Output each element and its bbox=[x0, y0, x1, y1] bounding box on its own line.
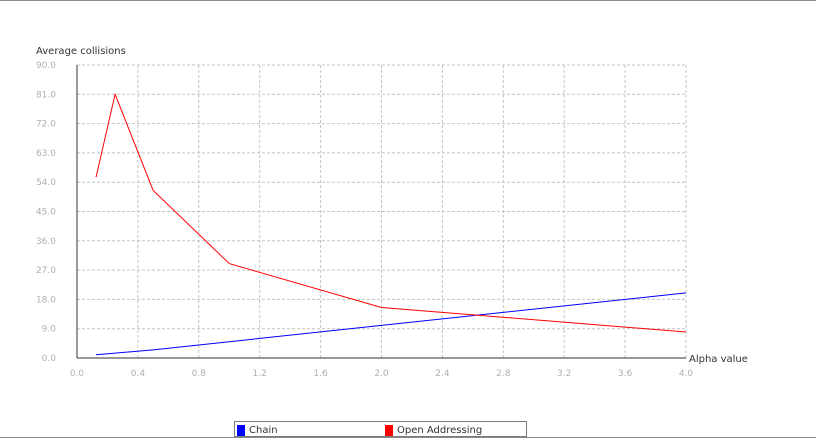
legend-swatch-chain bbox=[237, 424, 245, 436]
grid bbox=[77, 64, 687, 358]
x-tick-label: 2.0 bbox=[374, 369, 389, 379]
legend-label-open-addressing: Open Addressing bbox=[397, 424, 483, 436]
y-tick-label: 36.0 bbox=[36, 237, 56, 247]
y-tick-label: 81.0 bbox=[36, 90, 56, 100]
x-tick-label: 3.2 bbox=[557, 369, 571, 379]
y-tick-label: 9.0 bbox=[42, 325, 57, 335]
x-tick-label: 0.8 bbox=[192, 369, 207, 379]
y-tick-label: 45.0 bbox=[36, 208, 56, 218]
x-tick-label: 3.6 bbox=[618, 369, 633, 379]
y-tick-label: 72.0 bbox=[36, 120, 56, 130]
legend: Chain Open Addressing bbox=[234, 421, 527, 437]
x-tick-label: 1.2 bbox=[253, 369, 267, 379]
legend-swatch-open-addressing bbox=[385, 424, 393, 436]
legend-label-chain: Chain bbox=[249, 424, 278, 436]
x-tick-label: 0.4 bbox=[131, 369, 146, 379]
legend-item-chain: Chain bbox=[237, 424, 278, 436]
y-tick-label: 63.0 bbox=[36, 149, 56, 159]
x-tick-label: 2.8 bbox=[496, 369, 511, 379]
series-lines bbox=[95, 92, 687, 356]
y-tick-label: 27.0 bbox=[36, 266, 56, 276]
x-axis-title: Alpha value bbox=[689, 354, 748, 365]
x-tick-label: 2.4 bbox=[435, 369, 450, 379]
y-tick-label: 0.0 bbox=[42, 354, 57, 364]
tick-labels: 0.0 0.4 0.8 1.2 1.6 2.0 2.4 2.8 3.2 3.6 4.0 0.0 9.0 1… bbox=[36, 61, 693, 379]
y-tick-label: 90.0 bbox=[36, 61, 56, 71]
top-border bbox=[0, 0, 816, 1]
x-tick-label: 1.6 bbox=[313, 369, 328, 379]
series-line-chain bbox=[95, 292, 687, 356]
legend-item-open-addressing: Open Addressing bbox=[385, 424, 482, 436]
axes bbox=[76, 65, 686, 359]
x-tick-label: 0.0 bbox=[70, 369, 85, 379]
x-tick-label: 4.0 bbox=[679, 369, 694, 379]
y-tick-label: 54.0 bbox=[36, 178, 56, 188]
bottom-border bbox=[0, 437, 816, 438]
series-line-open-addressing bbox=[95, 92, 687, 333]
y-axis-title: Average collisions bbox=[36, 46, 126, 57]
y-tick-label: 18.0 bbox=[36, 295, 56, 305]
